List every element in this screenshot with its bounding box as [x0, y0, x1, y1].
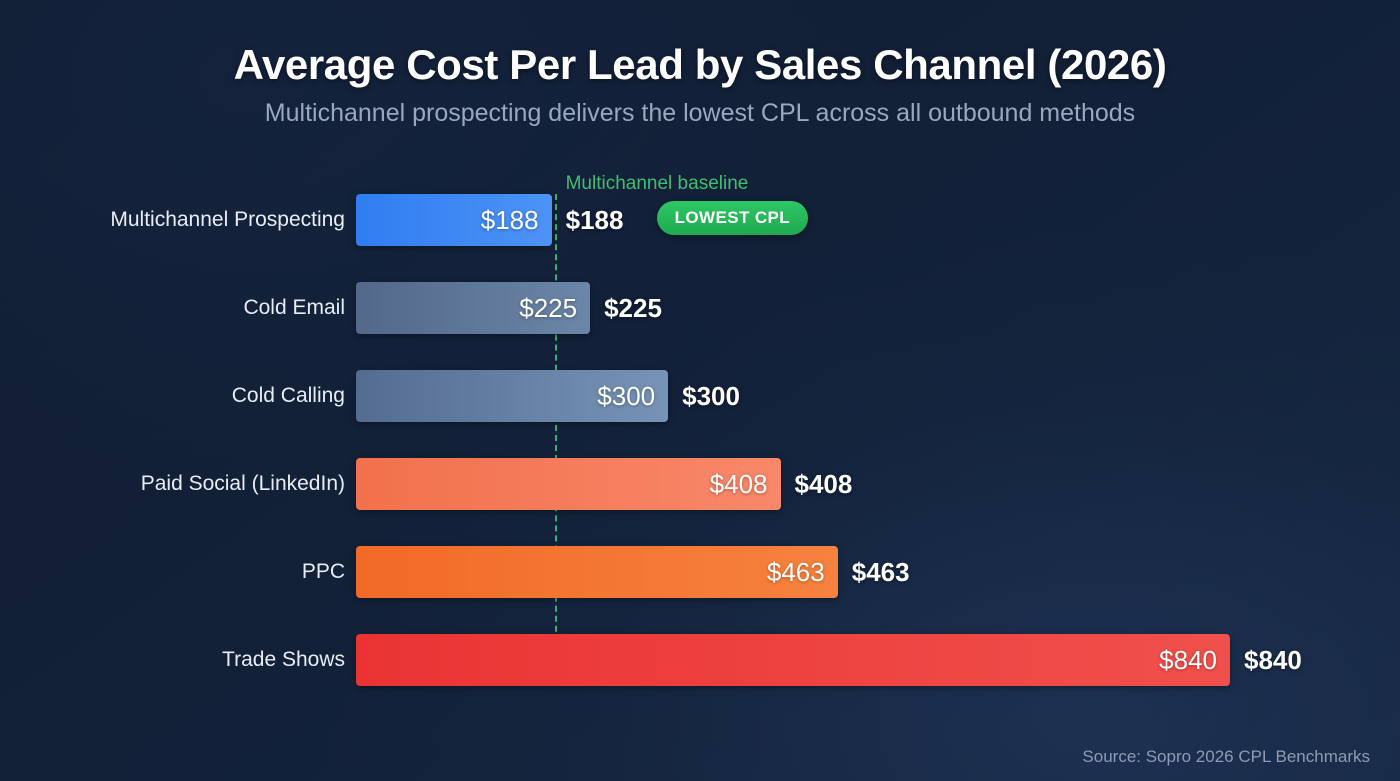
bar-inline-value: $840 — [1159, 645, 1217, 675]
bar-external-value: $463 — [851, 557, 910, 587]
bar-inline-value: $300 — [597, 381, 656, 411]
bar-inline-value: $225 — [519, 293, 578, 323]
chart-plot-area: Multichannel baseline Multichannel Prosp… — [0, 170, 1400, 710]
bar-inline-value: $188 — [480, 205, 539, 235]
bar-row: Cold Calling $300 $300 — [0, 370, 1400, 422]
bar-external-value: $300 — [682, 381, 740, 411]
chart-header: Average Cost Per Lead by Sales Channel (… — [0, 41, 1400, 128]
bar[interactable]: $408 — [356, 458, 781, 510]
bar-external-value: $408 — [794, 469, 853, 499]
category-label: Cold Calling — [231, 384, 345, 407]
bar-external-value: $188 — [565, 205, 624, 235]
bar[interactable]: $188 — [356, 194, 552, 246]
bar[interactable]: $463 — [356, 546, 838, 598]
bar-row: Trade Shows $840 $840 — [0, 634, 1400, 686]
bar-external-value: $840 — [1244, 645, 1302, 675]
chart-subtitle: Multichannel prospecting delivers the lo… — [264, 98, 1136, 127]
baseline-annotation-label: Multichannel baseline — [565, 173, 749, 194]
bar-external-value: $225 — [604, 293, 662, 323]
bar-row: Cold Email $225 $225 — [0, 282, 1400, 334]
category-label: PPC — [301, 560, 345, 583]
bar-inline-value: $408 — [709, 469, 768, 499]
category-label: Paid Social (LinkedIn) — [140, 472, 345, 495]
baseline-reference-line — [554, 194, 557, 682]
category-label: Cold Email — [243, 296, 345, 319]
bar[interactable]: $300 — [356, 370, 669, 422]
bar-row: Paid Social (LinkedIn) $408 $408 — [0, 458, 1400, 510]
category-label: Trade Shows — [222, 648, 345, 671]
bar-row: PPC $463 $463 — [0, 546, 1400, 598]
chart-title: Average Cost Per Lead by Sales Channel (… — [233, 41, 1167, 88]
bar[interactable]: $840 — [356, 634, 1230, 686]
bar-inline-value: $463 — [766, 557, 825, 587]
source-attribution: Source: Sopro 2026 CPL Benchmarks — [1082, 747, 1370, 766]
bar-row: Multichannel Prospecting $188 $188 LOWEST C… — [0, 194, 1400, 246]
lowest-cpl-badge: LOWEST CPL — [656, 201, 809, 235]
bar[interactable]: $225 — [356, 282, 591, 334]
category-label: Multichannel Prospecting — [110, 208, 345, 231]
